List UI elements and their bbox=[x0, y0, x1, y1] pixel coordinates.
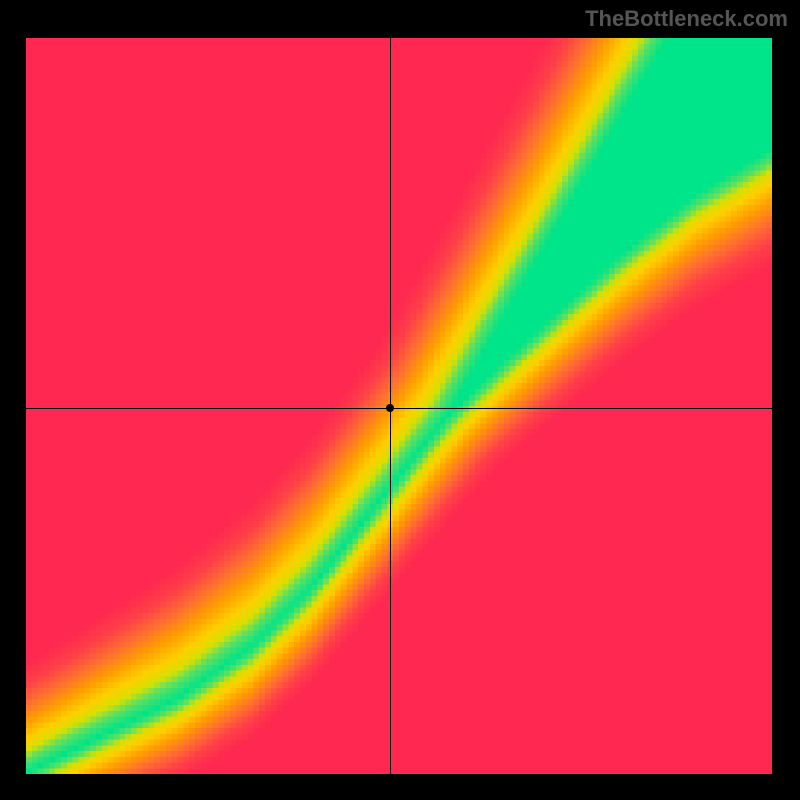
crosshair-marker bbox=[386, 404, 394, 412]
heatmap-plot bbox=[26, 38, 772, 774]
heatmap-canvas bbox=[26, 38, 772, 774]
crosshair-horizontal bbox=[26, 408, 772, 409]
watermark-text: TheBottleneck.com bbox=[585, 6, 788, 32]
